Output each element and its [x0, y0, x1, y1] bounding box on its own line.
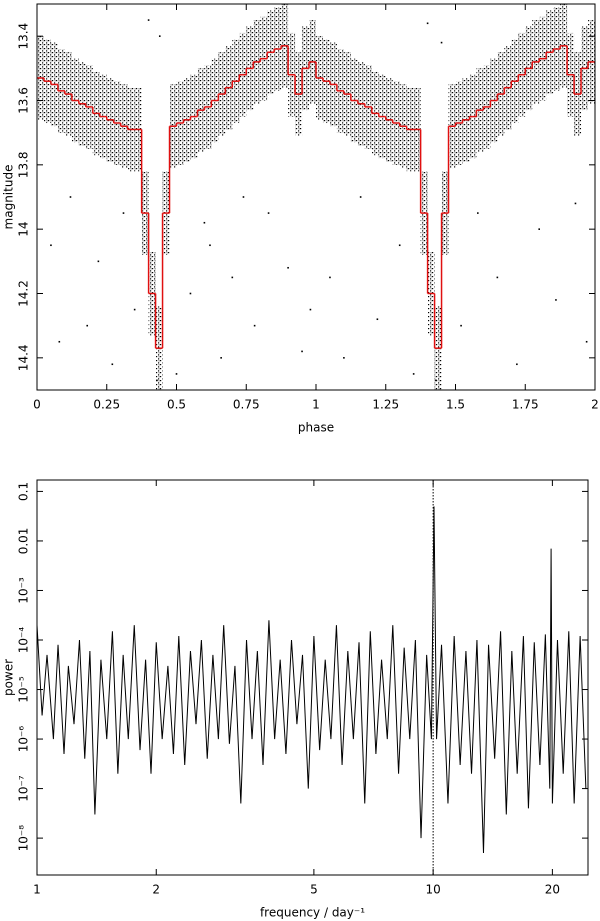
x-tick-label: 20	[545, 883, 560, 897]
x-tick-label: 0	[33, 398, 41, 412]
y-tick-label: 0.1	[17, 482, 31, 501]
scatter-point	[309, 308, 312, 311]
scatter-point	[398, 244, 401, 247]
scatter-point	[574, 202, 577, 205]
scatter-point	[376, 318, 379, 321]
x-tick-label: 0.75	[233, 398, 260, 412]
scatter-point	[209, 244, 211, 247]
x-tick-label: 2	[152, 883, 160, 897]
scatter-point	[585, 340, 588, 343]
x-tick-label: 0.5	[167, 398, 186, 412]
scatter-point	[301, 350, 303, 353]
scatter-point	[158, 35, 161, 37]
y-tick-label: 10⁻⁶	[17, 726, 31, 753]
y-tick-label: 14.4	[17, 344, 31, 371]
scatter-point	[359, 196, 362, 198]
x-tick-label: 1.25	[372, 398, 399, 412]
scatter-point	[189, 292, 192, 295]
y-tick-label: 14	[17, 222, 31, 237]
scatter-point	[329, 276, 331, 279]
y-axis-title: power	[2, 659, 16, 696]
scatter-point	[267, 212, 270, 214]
scatter-point	[538, 228, 540, 230]
scatter-point	[440, 41, 443, 44]
scatter-point	[86, 324, 89, 327]
scatter-point	[555, 299, 557, 301]
y-tick-label: 10⁻³	[17, 577, 31, 604]
y-tick-label: 10⁻⁷	[17, 775, 31, 802]
scatter-point	[175, 373, 178, 375]
scatter-point	[460, 324, 462, 327]
x-tick-label: 0.25	[93, 398, 120, 412]
scatter-point	[253, 324, 256, 327]
scatter-point	[496, 276, 499, 279]
scatter-point	[435, 379, 437, 382]
scatter-point	[220, 357, 222, 359]
y-tick-label: 13.4	[17, 23, 31, 50]
scatter-point	[111, 363, 114, 366]
y-tick-label: 14.2	[17, 280, 31, 307]
x-tick-label: 1	[33, 883, 41, 897]
spectrum-line	[37, 506, 587, 854]
y-tick-label: 10⁻⁸	[17, 825, 31, 852]
scatter-point	[97, 260, 100, 263]
x-tick-label: 1.5	[446, 398, 465, 412]
x-tick-label: 2	[591, 398, 599, 412]
scatter-point	[122, 212, 125, 214]
scatter-point	[477, 212, 479, 214]
x-tick-label: 10	[425, 883, 440, 897]
y-axis-title: magnitude	[2, 165, 16, 230]
scatter-point	[50, 244, 52, 247]
scatter-point	[242, 196, 245, 198]
plot-area	[37, 480, 587, 875]
scatter-point	[412, 373, 415, 375]
scatter-point	[147, 19, 150, 21]
scatter-point	[287, 266, 289, 269]
x-tick-label: 1.75	[512, 398, 539, 412]
scatter-point	[58, 340, 61, 343]
scatter-point	[231, 276, 234, 279]
scatter-point	[343, 357, 345, 359]
x-axis-title: frequency / day⁻¹	[260, 906, 365, 920]
plot-area	[37, 4, 595, 390]
scatter-point	[156, 379, 158, 382]
y-tick-label: 0.01	[17, 528, 31, 555]
scatter-point	[426, 22, 429, 25]
x-tick-label: 5	[310, 883, 318, 897]
x-axis-title: phase	[298, 421, 334, 435]
plot-frame	[36, 479, 589, 876]
scatter-point	[516, 363, 518, 366]
y-tick-label: 10⁻⁵	[17, 676, 31, 703]
x-tick-label: 1	[312, 398, 320, 412]
scatter-point	[133, 308, 136, 311]
y-tick-label: 10⁻⁴	[17, 627, 31, 654]
scatter-point	[203, 221, 206, 224]
scatter-point	[69, 196, 72, 198]
y-tick-label: 13.8	[17, 151, 31, 178]
y-tick-label: 13.6	[17, 87, 31, 114]
